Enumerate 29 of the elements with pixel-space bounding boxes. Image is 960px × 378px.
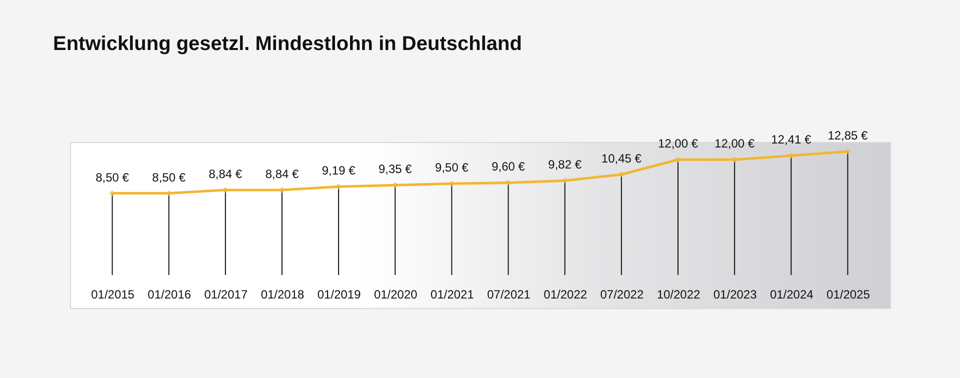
x-tick-label: 01/2015 (91, 288, 135, 302)
x-tick-label: 01/2022 (544, 288, 588, 302)
x-tick-label: 01/2020 (374, 288, 418, 302)
data-label: 12,00 € (658, 136, 698, 151)
x-tick-label: 01/2025 (826, 288, 870, 302)
data-label: 9,60 € (492, 160, 526, 174)
data-label: 8,50 € (96, 170, 130, 184)
data-label: 10,45 € (601, 152, 642, 166)
x-tick-label: 01/2016 (148, 288, 192, 302)
data-label: 9,82 € (548, 158, 582, 172)
data-label: 9,35 € (378, 162, 412, 176)
x-tick-label: 07/2021 (487, 288, 531, 302)
x-tick-label: 07/2022 (600, 288, 644, 302)
x-tick-label: 01/2021 (430, 288, 474, 302)
data-label: 9,19 € (322, 164, 356, 178)
data-label: 12,00 € (714, 136, 755, 151)
data-label: 12,41 € (771, 132, 812, 147)
x-tick-label: 01/2019 (317, 288, 362, 302)
x-tick-label: 01/2017 (204, 288, 248, 302)
x-tick-label: 10/2022 (656, 288, 701, 302)
data-label: 12,85 € (828, 128, 868, 142)
data-label: 9,50 € (435, 160, 469, 175)
x-tick-label: 01/2024 (770, 288, 814, 302)
data-label: 8,50 € (152, 170, 186, 184)
chart-title: Entwicklung gesetzl. Mindestlohn in Deutschland (53, 33, 522, 56)
data-label: 8,84 € (265, 167, 299, 181)
x-tick-label: 01/2023 (713, 288, 758, 302)
x-tick-label: 01/2018 (260, 288, 305, 302)
data-label: 8,84 € (208, 167, 242, 181)
